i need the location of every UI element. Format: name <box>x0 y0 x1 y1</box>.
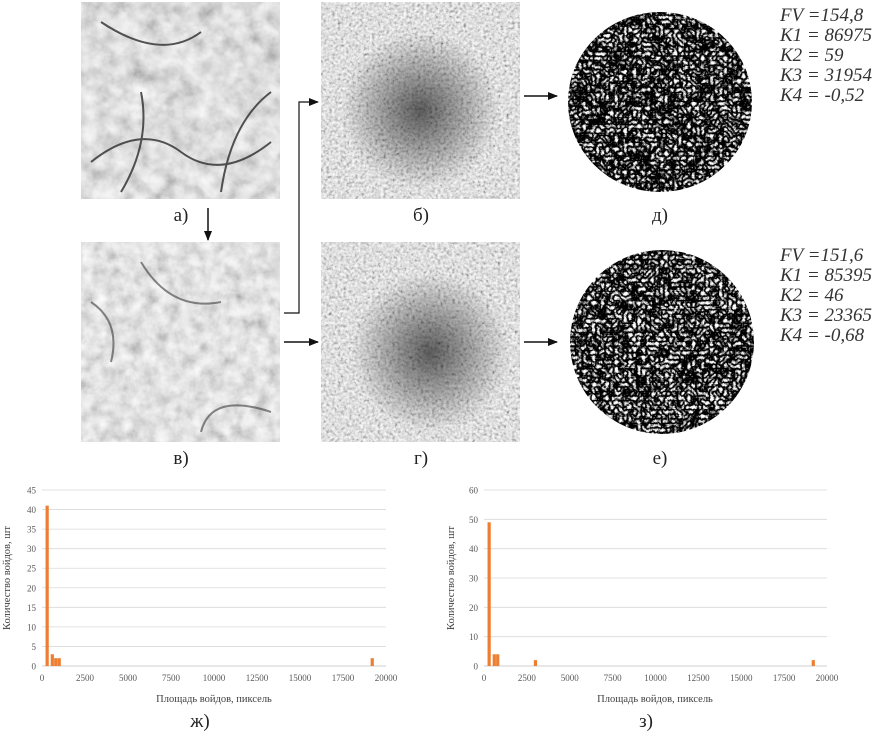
metric-fv: FV =154,8 <box>780 5 864 26</box>
x-tick-label: 0 <box>482 673 487 683</box>
bar <box>50 654 54 666</box>
metric-k4: K4 = -0,52 <box>780 85 865 106</box>
bar <box>370 658 374 666</box>
y-axis-label: Количество войдов, шт <box>2 526 13 630</box>
metric-k1: K1 = 85395 <box>780 265 872 286</box>
x-tick-label: 2500 <box>518 673 537 683</box>
panel-a-caption: а) <box>173 205 189 226</box>
x-axis-label: Площадь войдов, пиксель <box>156 694 272 705</box>
metric-k2: K2 = 46 <box>780 285 844 306</box>
y-tick-label: 50 <box>469 515 479 525</box>
bar <box>492 654 496 666</box>
metric-k2: K2 = 59 <box>780 45 844 66</box>
y-tick-label: 25 <box>27 564 37 574</box>
metric-k1: K1 = 86975 <box>780 25 872 46</box>
metric-fv: FV =151,6 <box>780 245 864 266</box>
x-tick-label: 10000 <box>644 673 667 683</box>
panel-a-retina-image <box>81 2 280 199</box>
panel-b-angiogram-image <box>321 2 520 199</box>
x-tick-label: 12500 <box>246 673 269 683</box>
y-tick-label: 20 <box>469 603 479 613</box>
histogram-z: 0 10 20 30 40 50 60 0 2500 5000 7500 10000 12500 1500… <box>446 486 839 733</box>
panel-d-skeleton-image <box>560 2 760 200</box>
panel-g-caption: г) <box>413 448 429 469</box>
panel-v-caption: в) <box>173 448 189 469</box>
bar <box>45 505 49 666</box>
metric-k4: K4 = -0,68 <box>780 325 865 346</box>
panel-e-skeleton-image <box>560 242 760 442</box>
y-tick-label: 60 <box>469 486 479 496</box>
y-axis-label: Количество войдов, шт <box>446 526 457 630</box>
panel-d-caption: д) <box>652 205 668 226</box>
y-tick-label: 0 <box>474 662 479 672</box>
y-tick-label: 40 <box>469 544 479 554</box>
arrow-v-to-b <box>284 98 319 314</box>
y-tick-label: 20 <box>27 583 37 593</box>
y-tick-label: 35 <box>27 525 37 535</box>
y-tick-label: 30 <box>469 574 479 584</box>
metric-k3: K3 = 31954 <box>780 65 872 86</box>
x-tick-label: 15000 <box>289 673 312 683</box>
bar <box>496 654 500 666</box>
y-tick-label: 0 <box>32 662 37 672</box>
x-tick-label: 5000 <box>119 673 138 683</box>
flow-arrows <box>204 92 558 346</box>
x-tick-label: 5000 <box>561 673 580 683</box>
panel-e-caption: е) <box>652 448 668 469</box>
panel-v-retina-image <box>81 242 280 442</box>
metrics-bottom: FV =151,6 K1 = 85395 K2 = 46 K3 = 23365 … <box>780 246 872 346</box>
x-tick-label: 17500 <box>773 673 796 683</box>
x-tick-label: 0 <box>40 673 45 683</box>
bar <box>533 660 538 666</box>
x-tick-label: 15000 <box>730 673 753 683</box>
panel-g-angiogram-image <box>321 242 520 442</box>
y-tick-label: 10 <box>27 622 37 632</box>
x-tick-label: 20000 <box>816 673 839 683</box>
x-tick-label: 20000 <box>375 673 398 683</box>
bar <box>54 658 58 666</box>
metric-k3: K3 = 23365 <box>780 305 872 326</box>
y-tick-label: 5 <box>32 642 37 652</box>
chart-caption: з) <box>639 711 653 732</box>
panel-b-caption: б) <box>413 205 429 226</box>
y-tick-label: 15 <box>27 603 37 613</box>
x-tick-label: 7500 <box>604 673 623 683</box>
chart-caption: ж) <box>189 711 209 732</box>
y-tick-label: 30 <box>27 544 37 554</box>
bar <box>57 658 61 666</box>
bar <box>811 660 815 666</box>
y-tick-label: 45 <box>27 486 37 496</box>
histogram-zh: 0 5 10 15 20 25 30 35 40 45 0 2500 5000 7500 10000 1250… <box>2 486 398 733</box>
x-tick-label: 2500 <box>76 673 95 683</box>
y-tick-label: 40 <box>27 505 37 515</box>
metrics-top: FV =154,8 K1 = 86975 K2 = 59 K3 = 31954 … <box>780 6 872 106</box>
y-tick-label: 10 <box>469 632 479 642</box>
bar <box>487 522 491 666</box>
x-tick-label: 12500 <box>687 673 710 683</box>
x-axis-label: Площадь войдов, пиксель <box>597 694 713 705</box>
x-tick-label: 7500 <box>162 673 181 683</box>
x-tick-label: 10000 <box>203 673 226 683</box>
x-tick-label: 17500 <box>332 673 355 683</box>
